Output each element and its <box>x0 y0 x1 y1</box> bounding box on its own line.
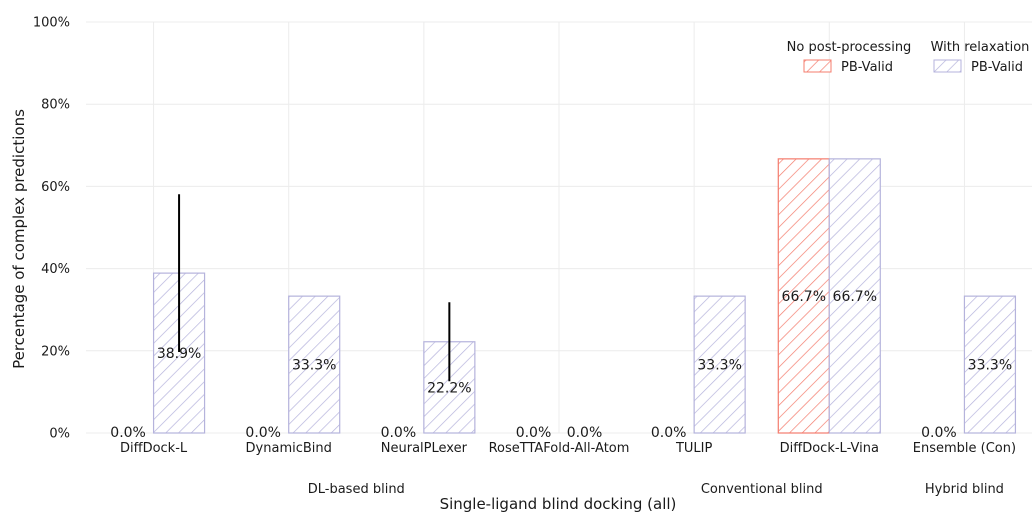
value-label: 0.0% <box>381 425 417 441</box>
y-tick-label: 80% <box>41 98 70 113</box>
bar-with-relaxation <box>963 295 1017 434</box>
legend-title-s1: With relaxation <box>931 40 1030 55</box>
legend-title-s0: No post-processing <box>787 40 912 55</box>
y-tick-label: 40% <box>41 262 70 277</box>
value-label: 0.0% <box>921 425 957 441</box>
x-tick-label: Ensemble (Con) <box>913 441 1016 456</box>
value-label: 22.2% <box>427 380 471 396</box>
value-label: 0.0% <box>567 425 603 441</box>
legend-swatch-s1 <box>933 59 962 73</box>
value-label: 66.7% <box>782 289 826 305</box>
y-tick-label: 60% <box>41 180 70 195</box>
legend-label-s1: PB-Valid <box>971 60 1023 75</box>
y-tick-label: 100% <box>33 16 70 31</box>
x-tick-label: DynamicBind <box>246 441 332 456</box>
bar-with-relaxation <box>288 295 341 434</box>
x-tick-label: TULIP <box>675 441 713 456</box>
grid <box>86 21 1032 434</box>
x-tick-label: NeuralPLexer <box>381 441 468 456</box>
bar-with-relaxation <box>828 158 881 434</box>
x-axis: DiffDock-L DynamicBind NeuralPLexer RoseTTA… <box>120 441 1016 497</box>
group-label: DL-based blind <box>308 482 405 497</box>
bars <box>152 158 1017 434</box>
y-axis-title: Percentage of complex predictions <box>10 109 28 369</box>
value-label: 38.9% <box>157 346 201 362</box>
value-label: 0.0% <box>516 425 552 441</box>
x-axis-title: Single-ligand blind docking (all) <box>440 495 677 513</box>
y-tick-label: 0% <box>49 427 70 442</box>
value-label: 33.3% <box>697 358 741 374</box>
x-tick-label: RoseTTAFold-All-Atom <box>489 441 630 456</box>
bar-no-post-processing <box>777 158 830 434</box>
value-label: 0.0% <box>245 425 281 441</box>
value-label: 66.7% <box>833 289 877 305</box>
value-label: 0.0% <box>110 425 146 441</box>
x-tick-label: DiffDock-L-Vina <box>780 441 879 456</box>
x-tick-label: DiffDock-L <box>120 441 188 456</box>
y-axis: 0% 20% 40% 60% 80% 100% <box>33 16 70 442</box>
bar-with-relaxation <box>693 295 746 434</box>
value-label: 0.0% <box>651 425 687 441</box>
legend-swatch-s0 <box>803 59 832 73</box>
group-label: Hybrid blind <box>925 482 1004 497</box>
value-labels: 0.0% 0.0% 0.0% 0.0% 0.0% 66.7% 0.0% 38.9% 33.3% 2… <box>110 194 1012 441</box>
value-label: 33.3% <box>292 358 336 374</box>
legend: No post-processing PB-Valid With relaxat… <box>787 40 1030 75</box>
y-tick-label: 20% <box>41 344 70 359</box>
value-label: 33.3% <box>968 358 1012 374</box>
legend-label-s0: PB-Valid <box>841 60 893 75</box>
bar-with-relaxation <box>152 272 206 434</box>
group-label: Conventional blind <box>701 482 823 497</box>
